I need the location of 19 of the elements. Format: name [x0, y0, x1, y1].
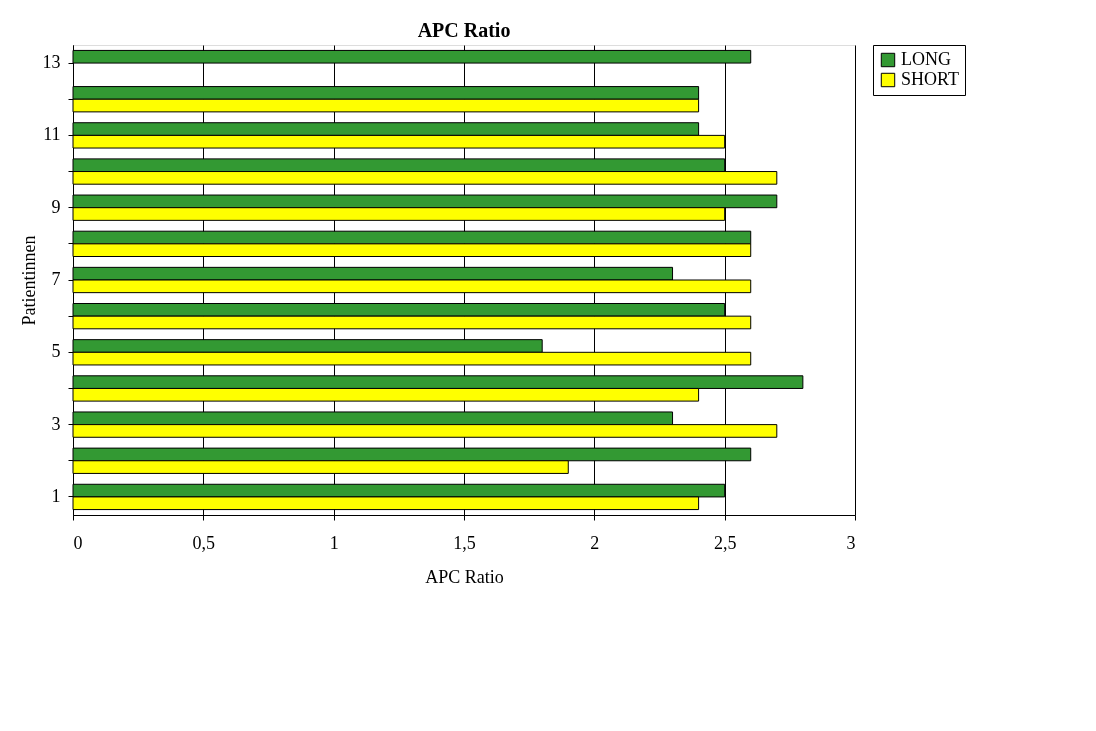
y-tick-label: 3 — [51, 413, 61, 434]
x-tick-label: 0 — [73, 532, 83, 553]
y-tick-label: 1 — [51, 485, 61, 506]
x-tick-label: 2 — [590, 532, 600, 553]
x-tick-label: 0,5 — [192, 532, 216, 553]
x-tick-label: 2,5 — [713, 532, 737, 553]
y-tick-label: 5 — [51, 341, 61, 362]
x-tick-label: 1 — [329, 532, 339, 553]
y-tick-label: 13 — [42, 52, 61, 73]
x-tick-label: 1,5 — [453, 532, 476, 553]
legend-label: LONG — [901, 49, 951, 69]
y-tick-label: 11 — [43, 124, 61, 145]
legend-label: SHORT — [901, 69, 959, 89]
x-axis-title: APC Ratio — [425, 566, 504, 587]
y-tick-label: 9 — [51, 196, 61, 217]
x-tick-label: 3 — [846, 532, 856, 553]
y-axis-title: Patientinnen — [18, 235, 39, 326]
chart-title: APC Ratio — [417, 18, 511, 41]
y-tick-label: 7 — [51, 269, 61, 289]
